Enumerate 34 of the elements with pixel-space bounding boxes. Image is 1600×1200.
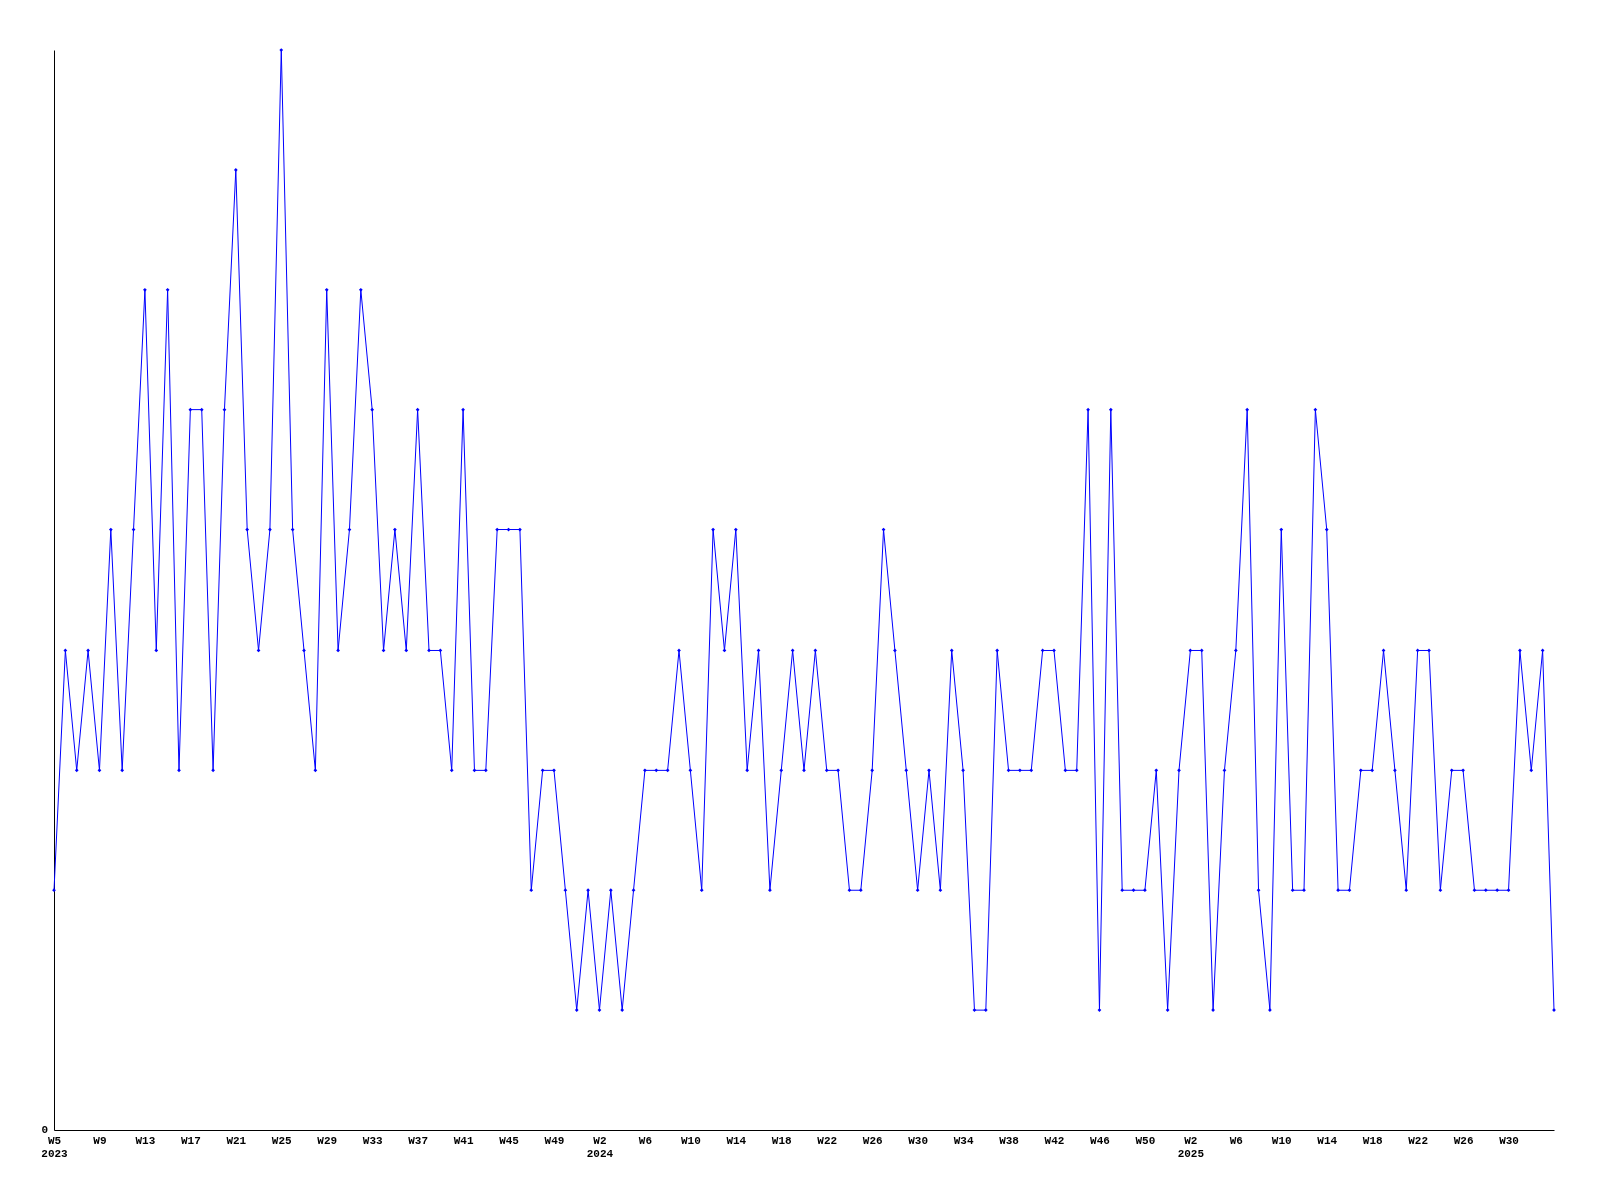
x-tick-label: W33 <box>362 1134 383 1147</box>
text: 0 <box>41 1124 48 1136</box>
x-tick-label: W38 <box>999 1134 1020 1147</box>
x-tick-label: W22 <box>1408 1134 1429 1147</box>
x-tick-label: W18 <box>1362 1134 1383 1147</box>
x-tick-label: W17 <box>180 1134 201 1147</box>
x-tick-label: W5 2023 <box>41 1134 69 1160</box>
x-tick-label: W30 <box>1499 1134 1519 1147</box>
x-tick-label: W41 <box>453 1134 474 1147</box>
x-tick-label: W37 <box>408 1134 429 1147</box>
x-tick-label: W22 <box>817 1134 838 1147</box>
x-tick-label: W14 <box>1317 1134 1338 1147</box>
x-tick-label: W30 <box>908 1134 929 1147</box>
x-tick-label: W50 <box>1135 1134 1156 1147</box>
x-tick-label: W45 <box>499 1134 520 1147</box>
x-tick-label: W6 <box>638 1134 653 1147</box>
x-tick-label: W2 2024 <box>586 1134 614 1160</box>
x-tick-label: W9 <box>93 1134 107 1147</box>
x-tick-label: W25 <box>271 1134 293 1147</box>
x-tick-label: W46 <box>1090 1134 1110 1147</box>
x-tick-label: W10 <box>680 1134 701 1147</box>
x-tick-label: W42 <box>1044 1134 1065 1147</box>
x-tick-label: W14 <box>726 1134 747 1147</box>
x-tick-label: W10 <box>1271 1134 1292 1147</box>
x-tick-label: W2 2025 <box>1177 1134 1205 1160</box>
x-tick-label: W26 <box>862 1134 883 1147</box>
x-tick-label: W13 <box>135 1134 156 1147</box>
x-tick-label: W18 <box>771 1134 793 1147</box>
x-tick-label: W21 <box>226 1134 247 1147</box>
x-tick-label: W49 <box>544 1134 565 1147</box>
x-tick-label: W34 <box>953 1134 974 1147</box>
x-tick-label: W26 <box>1453 1134 1474 1147</box>
x-tick-label: W6 <box>1229 1134 1243 1147</box>
x-tick-label: W29 <box>317 1134 338 1147</box>
